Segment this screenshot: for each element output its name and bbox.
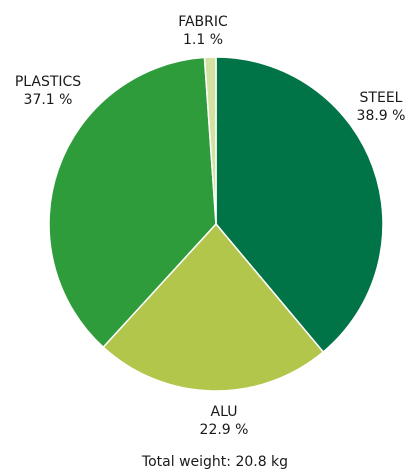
- slice-value-alu: 22.9 %: [200, 422, 249, 438]
- pie-slices: [48, 56, 384, 392]
- pie-slice-alu: [102, 222, 325, 392]
- slice-name-alu: ALU: [211, 404, 238, 420]
- pie-slice-steel: [215, 56, 384, 354]
- slice-value-steel: 38.9 %: [357, 108, 405, 124]
- pie-labels: STEEL 38.9 % ALU 22.9 % PLASTICS 37.1 % FABRIC…: [15, 14, 405, 438]
- pie-slice-plastics: [48, 56, 217, 349]
- slice-name-steel: STEEL: [360, 90, 403, 106]
- total-weight-label: Total weight: 20.8 kg: [141, 454, 288, 470]
- pie-slice-fabric: [203, 56, 217, 225]
- slice-value-plastics: 37.1 %: [24, 92, 73, 108]
- slice-name-plastics: PLASTICS: [15, 74, 81, 90]
- slice-value-fabric: 1.1 %: [183, 32, 223, 48]
- slice-name-fabric: FABRIC: [178, 14, 228, 30]
